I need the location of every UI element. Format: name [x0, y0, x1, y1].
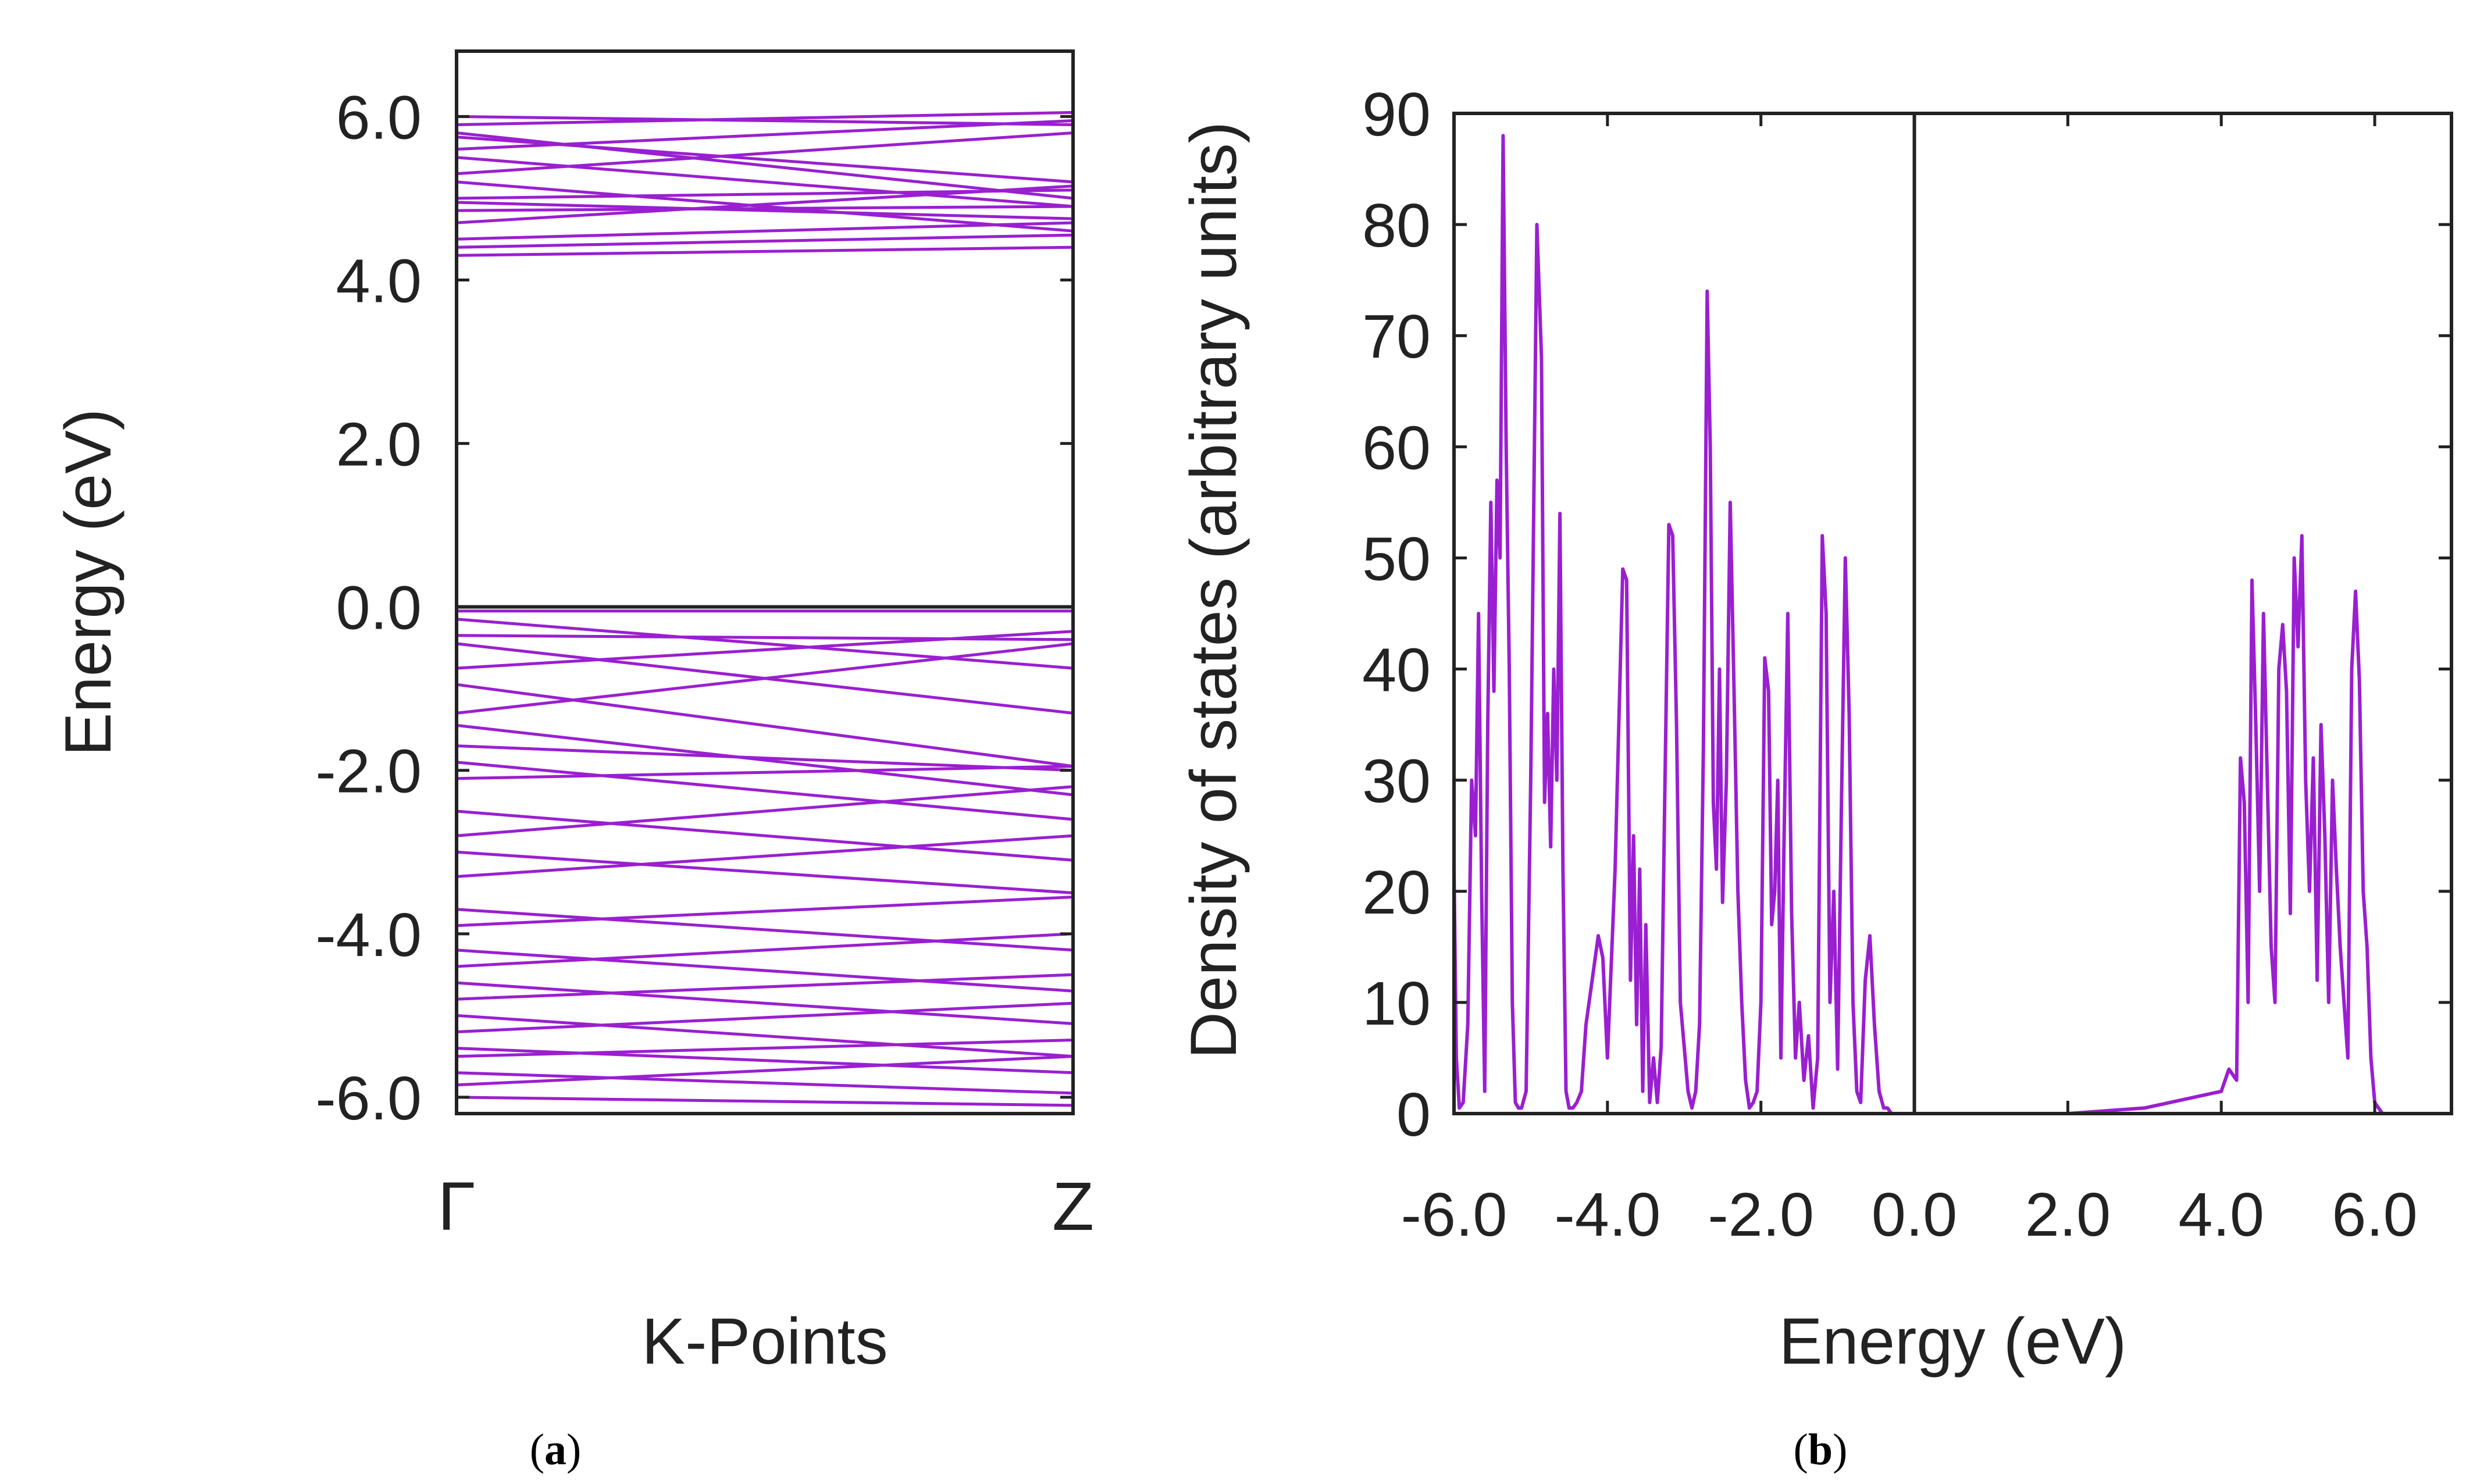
band-line-c14 [456, 233, 1074, 249]
band-y-tick-label: 4.0 [336, 247, 422, 316]
caption-b-letter: b [1808, 1425, 1833, 1474]
dos-y-tick-label: 60 [1362, 413, 1431, 482]
dos-x-tick-label: 2.0 [2025, 1180, 2111, 1249]
band-x-axis-label: K-Points [642, 1305, 888, 1378]
dos-x-tick-label: -2.0 [1708, 1180, 1814, 1249]
dos-y-ticks: 0 10 20 30 40 50 60 70 80 90 [1362, 80, 2451, 1149]
band-line-v17 [456, 896, 1074, 928]
band-line-v28 [456, 1096, 1074, 1107]
band-y-tick-label: 2.0 [336, 411, 422, 479]
band-line-v15 [456, 834, 1074, 878]
band-line-c13 [456, 221, 1074, 241]
dos-y-tick-label: 50 [1362, 525, 1431, 593]
band-line-c8 [456, 180, 1074, 233]
band-line-v25 [456, 1039, 1074, 1058]
band-line-v21 [456, 973, 1074, 1001]
band-line-v26 [456, 1071, 1074, 1095]
band-line-v20 [456, 981, 1074, 1025]
panel-b-caption: (b) [1794, 1425, 1848, 1474]
dos-y-tick-label: 80 [1362, 191, 1431, 260]
band-line-c11 [456, 205, 1074, 212]
band-line-c7 [456, 131, 1074, 176]
band-line-v10 [456, 761, 1074, 821]
band-y-tick-label: 0.0 [336, 574, 422, 643]
band-y-tick-label: -4.0 [315, 901, 422, 969]
band-line-v27 [456, 1055, 1074, 1087]
dos-x-tick-label: 4.0 [2179, 1180, 2264, 1249]
band-line-v2 [456, 618, 1074, 670]
band-line-v6 [456, 683, 1074, 768]
band-line-c1 [456, 115, 1074, 126]
band-line-v7 [456, 642, 1074, 715]
dos-y-tick-label: 0 [1396, 1080, 1431, 1149]
dos-x-ticks: -6.0 -4.0 -2.0 0.0 2.0 4.0 6.0 [1401, 113, 2418, 1249]
dos-x-axis-label: Energy (eV) [1779, 1305, 2127, 1378]
caption-b-open: ( [1794, 1425, 1808, 1474]
band-line-v9 [456, 744, 1074, 772]
band-line-v14 [456, 850, 1074, 894]
band-y-tick-label: -6.0 [315, 1064, 422, 1133]
band-line-v11 [456, 765, 1074, 780]
panel-a-caption: (a) [530, 1425, 582, 1474]
band-line-c12 [456, 184, 1074, 224]
dos-y-axis-label: Density of states (arbitrary units) [1177, 122, 1250, 1059]
band-line-v19 [456, 932, 1074, 968]
band-line-c5 [456, 119, 1074, 151]
band-plot-frame [455, 49, 1075, 1115]
band-line-v22 [456, 1014, 1074, 1058]
caption-a-open: ( [530, 1425, 544, 1474]
band-line-v18 [456, 948, 1074, 993]
band-x-tick-label: Z [1052, 1168, 1094, 1245]
caption-a-letter: a [544, 1425, 566, 1474]
dos-y-tick-label: 10 [1362, 969, 1431, 1038]
dos-y-tick-label: 20 [1362, 858, 1431, 927]
band-x-tick-label: Γ [438, 1168, 476, 1245]
band-lines [456, 110, 1074, 1107]
band-y-tick-label: -2.0 [315, 737, 422, 806]
dos-x-tick-label: -6.0 [1401, 1180, 1508, 1249]
band-line-v23 [456, 1001, 1074, 1033]
dos-y-tick-label: 90 [1362, 80, 1431, 149]
band-line-c15 [456, 245, 1074, 257]
band-y-tick-label: 6.0 [336, 83, 422, 152]
dos-y-tick-label: 40 [1362, 636, 1431, 705]
dos-y-tick-label: 70 [1362, 302, 1431, 371]
caption-a-close: ) [566, 1425, 581, 1474]
dos-x-tick-label: 6.0 [2332, 1180, 2417, 1249]
band-line-v8 [456, 723, 1074, 797]
band-y-ticks: 6.0 4.0 2.0 0.0 -2.0 -4.0 -6.0 [315, 83, 1073, 1133]
dos-plot-frame [1452, 112, 2453, 1115]
band-line-v12 [456, 809, 1074, 862]
band-line-v13 [456, 785, 1074, 837]
band-line-c10 [456, 201, 1074, 220]
band-y-axis-label: Energy (eV) [52, 409, 124, 757]
dos-curve [1452, 134, 2451, 1115]
dos-x-tick-label: 0.0 [1872, 1180, 1957, 1249]
band-line-c2 [456, 110, 1074, 126]
band-line-v16 [456, 908, 1074, 952]
band-line-v5 [456, 630, 1074, 670]
dos-panel: 0 10 20 30 40 50 60 70 80 90 -6.0 -4.0 -2.0 0.0 2.0 4.… [1177, 80, 2453, 1378]
dos-y-tick-label: 30 [1362, 747, 1431, 816]
caption-b-close: ) [1833, 1425, 1847, 1474]
dos-x-tick-label: -4.0 [1555, 1180, 1661, 1249]
